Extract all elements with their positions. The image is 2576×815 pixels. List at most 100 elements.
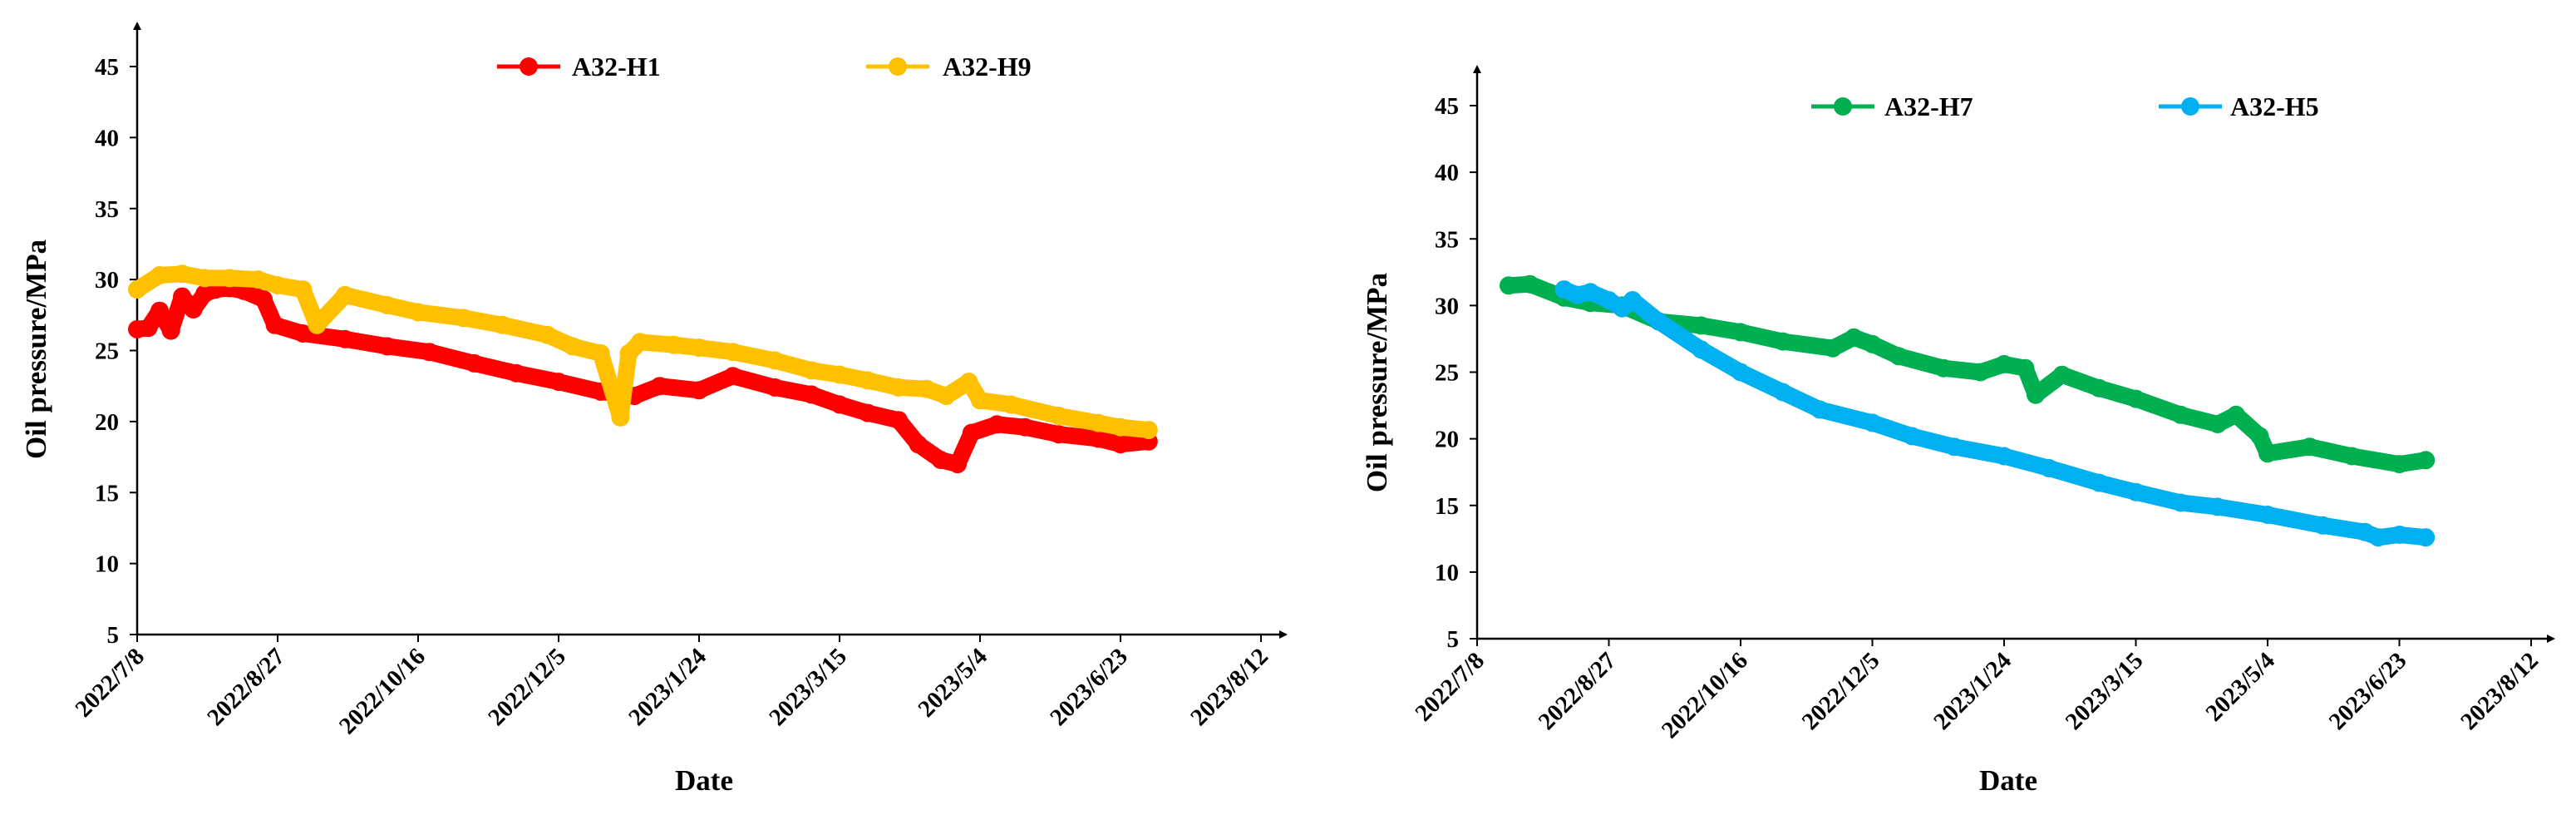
data-point bbox=[959, 373, 978, 392]
y-tick-labels: 5 10 15 20 25 30 35 40 45 bbox=[95, 54, 119, 649]
data-point bbox=[184, 300, 203, 319]
data-point bbox=[1623, 291, 1642, 309]
data-point bbox=[249, 270, 268, 289]
data-point bbox=[2171, 405, 2190, 424]
x-tick-label: 2023/8/12 bbox=[1185, 643, 1273, 731]
data-point bbox=[377, 295, 396, 314]
y-tick-label: 25 bbox=[95, 338, 119, 365]
data-point bbox=[1111, 435, 1130, 454]
data-point bbox=[766, 351, 785, 370]
data-point bbox=[1903, 427, 1922, 446]
data-point bbox=[802, 361, 821, 380]
data-point bbox=[2258, 506, 2277, 524]
data-point bbox=[1731, 363, 1750, 382]
data-point bbox=[1089, 429, 1107, 448]
data-point bbox=[2416, 528, 2436, 547]
data-point bbox=[308, 315, 327, 334]
x-tick-labels: 2022/7/8 2022/8/27 2022/10/16 2022/12/5 2023… bbox=[1410, 647, 2544, 743]
data-point bbox=[195, 269, 214, 288]
data-point bbox=[2171, 493, 2190, 512]
data-point bbox=[1845, 328, 1864, 347]
data-point bbox=[2027, 385, 2045, 404]
data-point bbox=[1773, 383, 1792, 402]
data-point bbox=[723, 367, 742, 386]
data-point bbox=[2126, 389, 2145, 408]
data-point bbox=[631, 333, 649, 352]
data-point bbox=[493, 315, 512, 334]
x-tick-label: 2023/1/24 bbox=[1928, 647, 2017, 735]
data-point bbox=[1773, 332, 1792, 351]
y-tick-label: 35 bbox=[95, 196, 119, 223]
data-point bbox=[549, 373, 568, 392]
legend-entry: A32-H1 bbox=[497, 52, 661, 82]
data-point bbox=[254, 290, 273, 309]
data-point bbox=[1111, 417, 1130, 437]
legend-label: A32-H9 bbox=[943, 52, 1032, 82]
data-point bbox=[962, 423, 981, 442]
legend-entry: A32-H9 bbox=[866, 52, 1032, 82]
y-tick-label: 5 bbox=[1447, 626, 1460, 653]
data-point bbox=[2390, 455, 2409, 474]
x-tick-label: 2022/7/8 bbox=[1410, 647, 1490, 727]
y-axis-title: Oil pressure/MPa bbox=[1361, 273, 1393, 492]
data-point bbox=[2016, 358, 2035, 378]
y-tick-label: 40 bbox=[1435, 160, 1459, 186]
y-tick-label: 15 bbox=[95, 480, 119, 506]
legend-label: A32-H7 bbox=[1884, 91, 1973, 121]
data-point bbox=[507, 363, 526, 383]
data-point bbox=[139, 319, 158, 338]
data-point bbox=[293, 280, 313, 299]
x-tick-labels: 2022/7/8 2022/8/27 2022/10/16 2022/12/5 2023… bbox=[70, 643, 1273, 739]
legend-marker bbox=[1834, 97, 1852, 116]
x-tick-label: 2022/10/16 bbox=[1657, 647, 1753, 743]
data-point bbox=[690, 338, 708, 358]
x-tick-label: 2022/10/16 bbox=[334, 643, 431, 739]
data-point bbox=[2090, 378, 2109, 398]
data-point bbox=[2258, 444, 2277, 463]
data-point bbox=[2227, 405, 2245, 424]
data-point bbox=[988, 415, 1007, 434]
x-tick-label: 2023/5/4 bbox=[913, 643, 992, 723]
y-tick-label: 10 bbox=[95, 551, 119, 578]
data-point bbox=[1500, 276, 1518, 295]
series-a32-h1 bbox=[128, 279, 1158, 474]
data-point bbox=[1810, 400, 1830, 419]
data-point bbox=[2416, 451, 2436, 470]
data-point bbox=[563, 337, 582, 356]
data-point bbox=[909, 435, 928, 454]
x-tick-label: 2022/8/27 bbox=[202, 643, 290, 731]
y-tick-label: 25 bbox=[1435, 360, 1459, 387]
x-tick-label: 2023/6/23 bbox=[1045, 643, 1133, 731]
data-point bbox=[2039, 458, 2058, 477]
data-point bbox=[650, 377, 669, 396]
data-point bbox=[2090, 473, 2109, 492]
data-point bbox=[1692, 340, 1711, 359]
data-point bbox=[1944, 437, 1963, 457]
data-point bbox=[830, 395, 849, 414]
x-tick-label: 2023/1/24 bbox=[623, 643, 712, 731]
y-tick-label: 35 bbox=[1435, 226, 1459, 253]
data-point bbox=[2208, 497, 2227, 516]
y-tick-label: 5 bbox=[107, 622, 120, 649]
x-tick-label: 2023/8/12 bbox=[2455, 647, 2544, 735]
data-point bbox=[538, 325, 557, 344]
x-tick-label: 2023/3/15 bbox=[764, 643, 852, 731]
data-point bbox=[2052, 365, 2071, 384]
series-line bbox=[129, 265, 1157, 439]
data-point bbox=[591, 343, 610, 363]
y-tick-label: 45 bbox=[1435, 93, 1459, 120]
legend: A32-H7 A32-H5 bbox=[1811, 91, 2319, 121]
y-tick-label: 20 bbox=[95, 409, 119, 436]
data-point bbox=[465, 353, 484, 373]
x-tick-label: 2022/12/5 bbox=[1797, 647, 1885, 735]
data-point bbox=[268, 276, 287, 294]
data-point bbox=[409, 303, 427, 322]
series-a32-h5 bbox=[1554, 280, 2436, 547]
x-tick-label: 2023/3/15 bbox=[2061, 647, 2149, 735]
data-point bbox=[766, 378, 785, 397]
series-a32-h9 bbox=[128, 264, 1158, 440]
data-point bbox=[454, 309, 473, 328]
y-tick-label: 15 bbox=[1435, 493, 1459, 520]
x-tick-label: 2023/5/4 bbox=[2200, 647, 2280, 727]
